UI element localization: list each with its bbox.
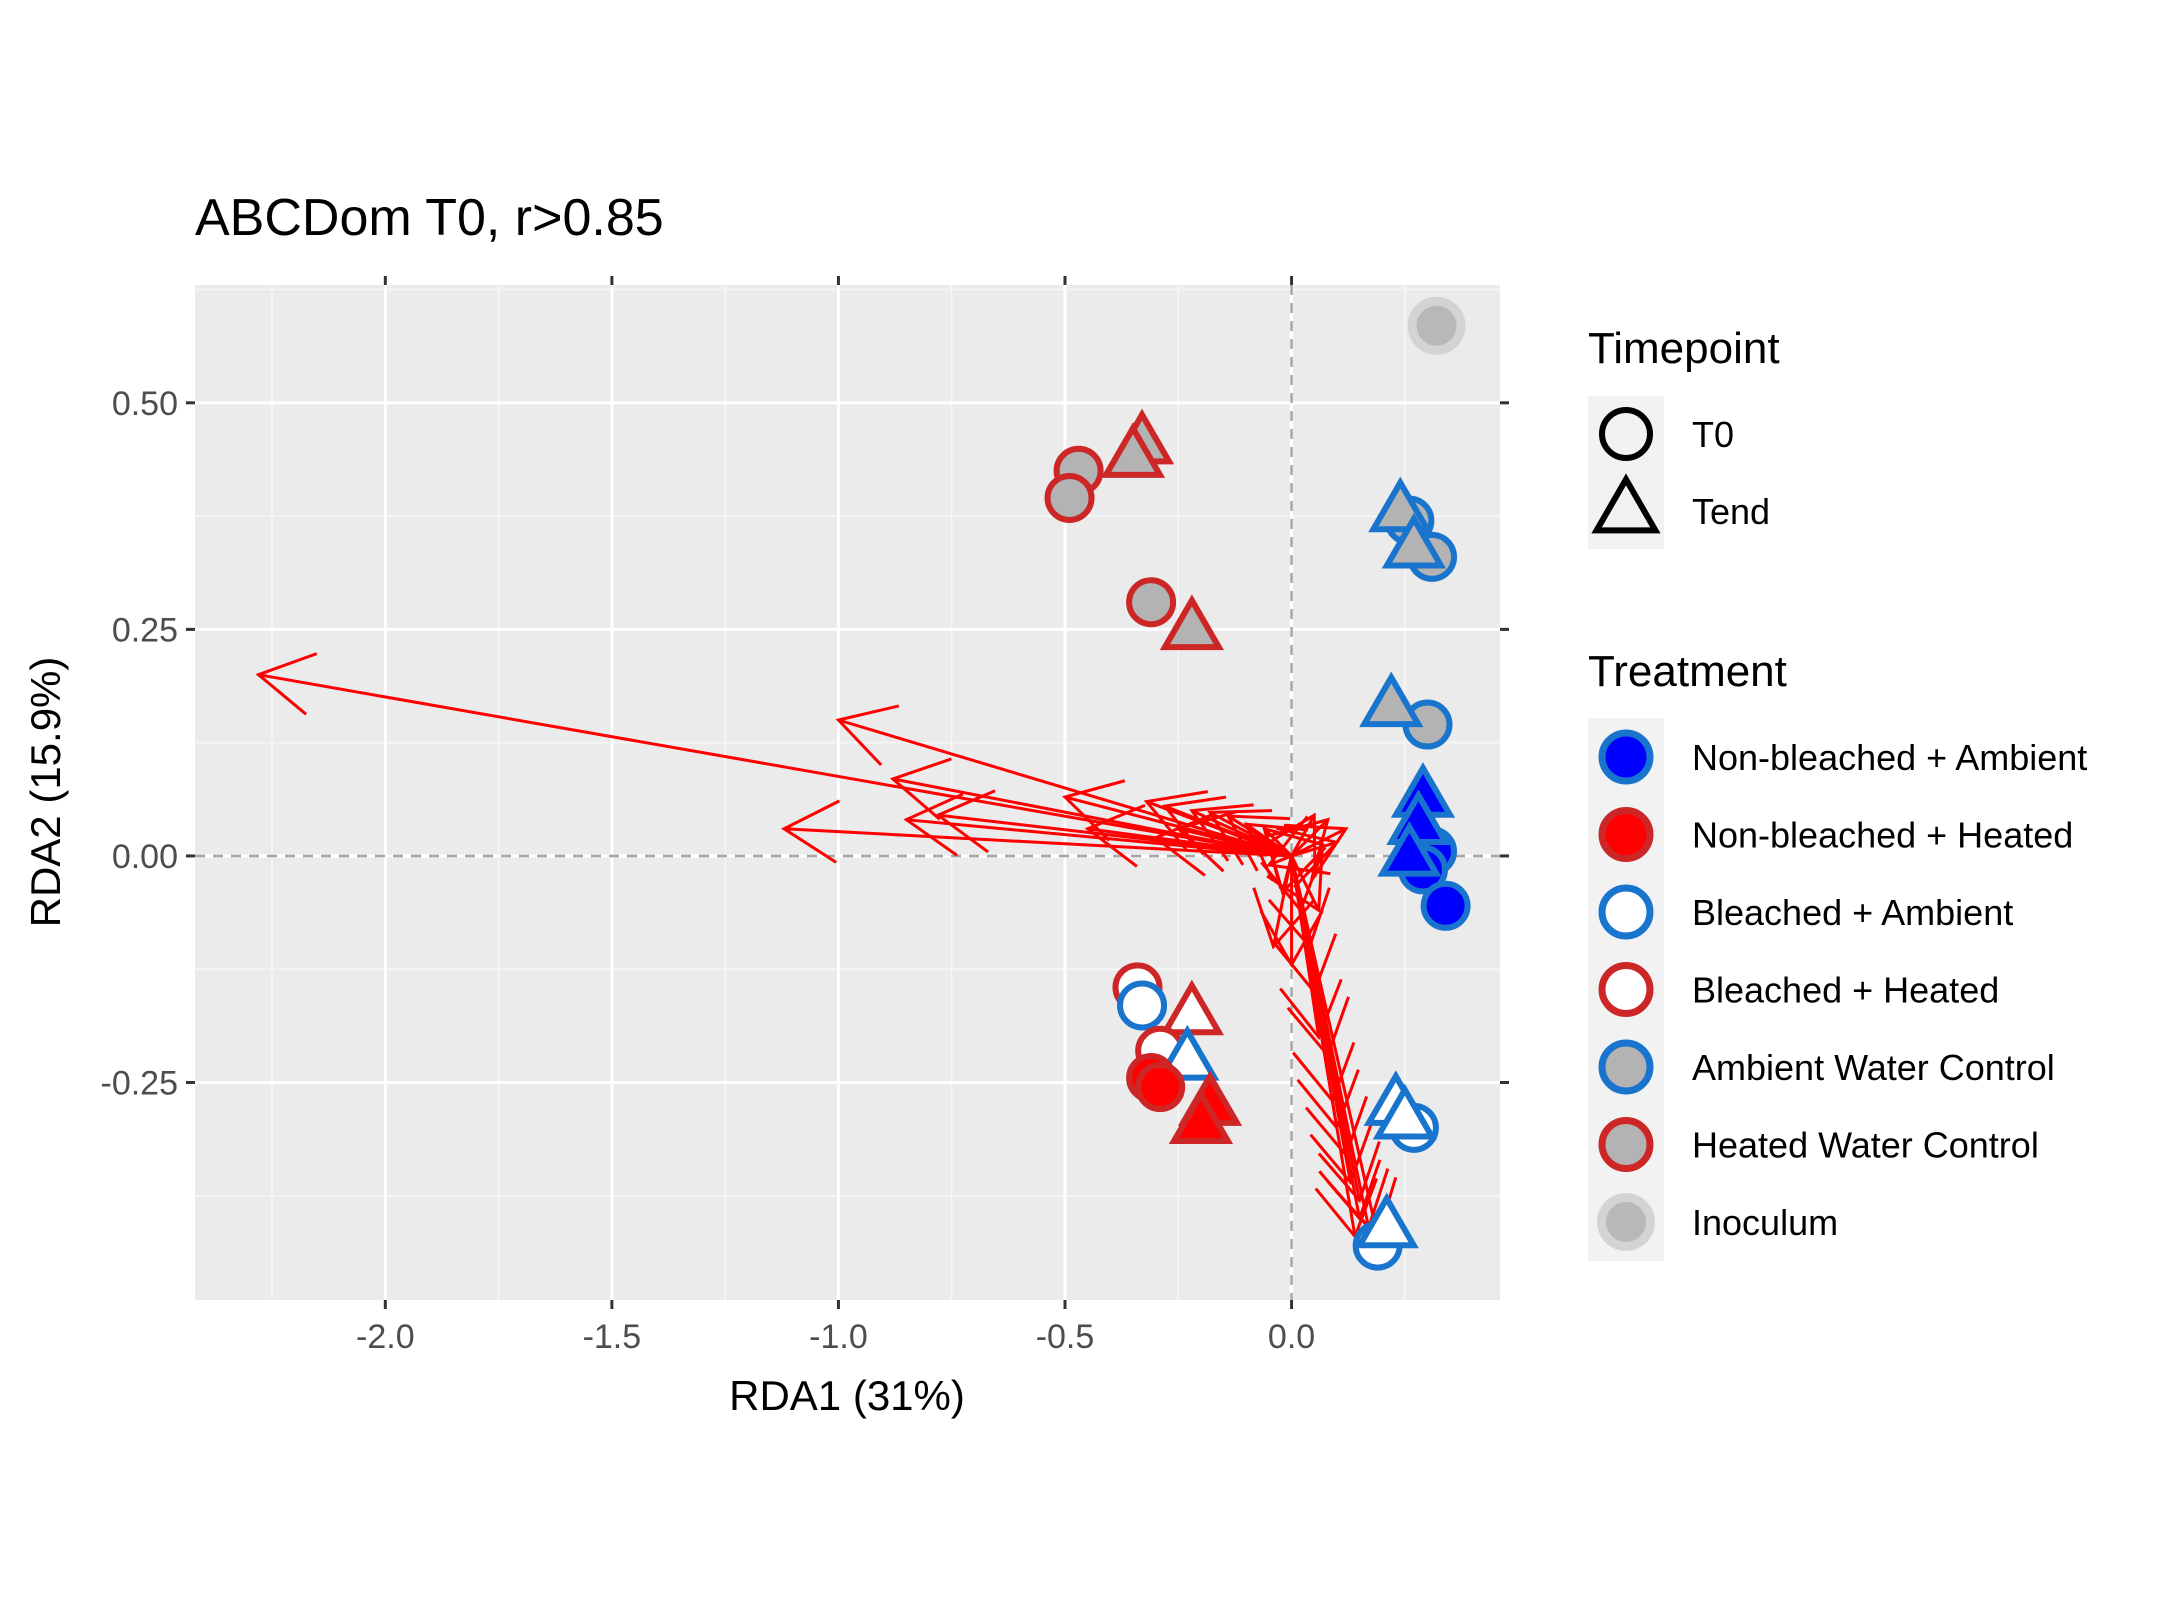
legend-key-triangle bbox=[1591, 473, 1661, 534]
data-point bbox=[1381, 512, 1447, 569]
x-tick-label: -1.0 bbox=[809, 1318, 868, 1356]
data-point bbox=[1168, 1088, 1234, 1145]
legend-key-circle bbox=[1598, 807, 1654, 862]
biplot-arrows bbox=[255, 652, 1398, 1240]
data-point bbox=[1416, 305, 1457, 346]
y-axis-title: RDA2 (15.9%) bbox=[22, 657, 69, 928]
treatment-legend-title: Treatment bbox=[1588, 647, 1787, 696]
legend-label: Non-bleached + Ambient bbox=[1692, 737, 2087, 778]
data-point bbox=[1159, 594, 1225, 651]
loading-arrow bbox=[255, 652, 1292, 858]
y-tick-label: 0.50 bbox=[112, 385, 178, 423]
loading-arrow bbox=[1175, 809, 1292, 873]
sample-points bbox=[1044, 296, 1471, 1271]
plot-panel bbox=[195, 285, 1500, 1300]
loading-arrow bbox=[1152, 812, 1292, 877]
legend: Timepoint T0 Tend Treatment Non-bleached … bbox=[1588, 324, 2087, 1261]
legend-label: Tend bbox=[1692, 491, 1770, 532]
loading-arrow bbox=[1276, 826, 1340, 889]
timepoint-legend-title: Timepoint bbox=[1588, 324, 1780, 373]
legend-key-circle bbox=[1598, 1039, 1654, 1095]
legend-label: Bleached + Ambient bbox=[1692, 892, 2013, 933]
x-tick-label: -0.5 bbox=[1036, 1318, 1095, 1356]
legend-key-circle bbox=[1599, 407, 1653, 461]
legend-label: Ambient Water Control bbox=[1692, 1047, 2055, 1088]
legend-label: Bleached + Heated bbox=[1692, 970, 1999, 1011]
legend-key-circle bbox=[1598, 729, 1654, 785]
data-point bbox=[1135, 1062, 1186, 1113]
x-axis-title: RDA1 (31%) bbox=[729, 1372, 965, 1419]
loading-arrow bbox=[1283, 823, 1349, 882]
y-tick-label: 0.00 bbox=[112, 838, 178, 876]
chart-title: ABCDom T0, r>0.85 bbox=[195, 189, 664, 247]
y-tick-label: -0.25 bbox=[101, 1065, 179, 1103]
data-point bbox=[1354, 1192, 1419, 1249]
minor-gridlines bbox=[195, 285, 1500, 1300]
legend-key-circle bbox=[1598, 962, 1654, 1017]
legend-key-circle bbox=[1598, 884, 1654, 940]
x-tick-label: 0.0 bbox=[1268, 1318, 1315, 1356]
data-point bbox=[1359, 671, 1424, 728]
data-point bbox=[1159, 979, 1225, 1036]
data-point bbox=[1377, 820, 1442, 877]
legend-key-circle bbox=[1606, 1202, 1646, 1242]
loading-arrow bbox=[1266, 815, 1331, 876]
loading-arrow bbox=[889, 757, 1292, 858]
data-point bbox=[1126, 577, 1177, 628]
y-tick-label: 0.25 bbox=[112, 611, 178, 649]
x-tick-label: -2.0 bbox=[356, 1318, 415, 1356]
axes: -2.0 -1.5 -1.0 -0.5 0.0 -0.25 0.00 0.25 0.50 bbox=[101, 276, 1509, 1356]
data-point bbox=[1420, 880, 1471, 931]
legend-label: Heated Water Control bbox=[1692, 1125, 2039, 1166]
legend-label: Non-bleached + Heated bbox=[1692, 815, 2073, 856]
legend-label: T0 bbox=[1692, 414, 1734, 455]
legend-key-circle bbox=[1598, 1117, 1654, 1172]
loading-arrow bbox=[835, 704, 1292, 858]
data-point bbox=[1044, 472, 1095, 523]
loading-arrow bbox=[781, 799, 1292, 864]
legend-label: Inoculum bbox=[1692, 1202, 1838, 1243]
data-point bbox=[1100, 422, 1166, 478]
data-point bbox=[1155, 1024, 1220, 1081]
data-point bbox=[1372, 1083, 1437, 1140]
data-point bbox=[1117, 980, 1168, 1031]
x-tick-label: -1.5 bbox=[583, 1318, 642, 1356]
